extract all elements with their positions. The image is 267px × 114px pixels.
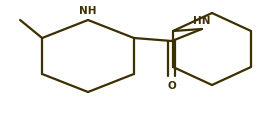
Text: HN: HN	[193, 16, 211, 26]
Text: O: O	[167, 80, 176, 90]
Text: NH: NH	[79, 6, 97, 16]
